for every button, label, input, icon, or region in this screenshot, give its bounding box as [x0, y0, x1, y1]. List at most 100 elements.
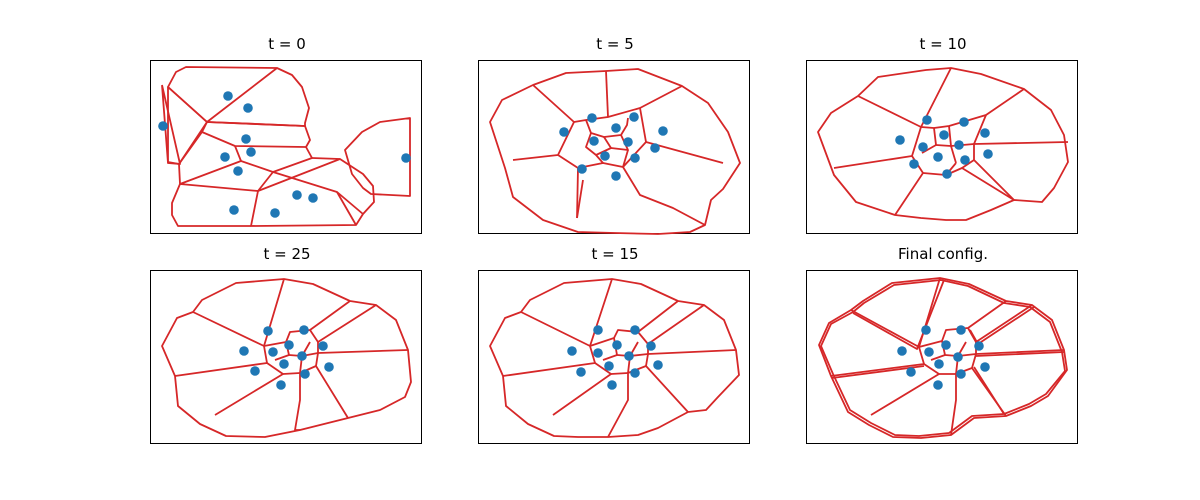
- cell-edge: [610, 372, 629, 375]
- cell-center: [629, 112, 639, 122]
- cell-center: [933, 380, 943, 390]
- cell-edge: [857, 67, 952, 128]
- cell-diagram: [158, 66, 411, 227]
- cell-edge: [576, 179, 584, 219]
- cell-center: [974, 341, 984, 351]
- cell-center: [229, 205, 239, 215]
- cell-center: [942, 169, 952, 179]
- cell-edge: [639, 107, 647, 143]
- cell-center: [276, 380, 286, 390]
- cell-diagram: [818, 277, 1068, 439]
- cell-edge: [201, 121, 311, 148]
- panel-t10: t = 10: [806, 35, 1080, 236]
- cell-edge: [557, 154, 579, 219]
- cell-center: [318, 341, 328, 351]
- cell-center: [918, 142, 928, 152]
- cell-edge: [820, 279, 1066, 437]
- cell-center: [233, 166, 243, 176]
- panel-title: t = 5: [596, 35, 634, 53]
- cell-edge: [818, 277, 1068, 439]
- cell-edge: [240, 146, 313, 173]
- cell-edge: [167, 66, 310, 127]
- cell-center: [653, 360, 663, 370]
- panel-title: Final config.: [897, 245, 988, 263]
- cell-edge: [833, 126, 922, 169]
- cell-edge: [961, 159, 1015, 201]
- cell-edge: [817, 67, 1069, 221]
- cell-edge: [948, 125, 952, 147]
- cell-edge: [489, 68, 741, 235]
- cell-center: [611, 171, 621, 181]
- cell-center: [297, 351, 307, 361]
- cell-edge: [171, 183, 251, 227]
- cell-edge: [585, 117, 629, 138]
- cell-center: [924, 347, 934, 357]
- cell-center: [241, 134, 251, 144]
- cell-edge: [214, 362, 284, 416]
- cell-center: [600, 151, 610, 161]
- cell-center: [223, 91, 233, 101]
- cell-edge: [520, 278, 613, 347]
- cell-center: [953, 352, 963, 362]
- cell-edge: [336, 191, 357, 226]
- panel-t15: t = 15: [478, 245, 752, 446]
- cell-center: [630, 153, 640, 163]
- cell-center: [624, 351, 634, 361]
- cell-center: [593, 348, 603, 358]
- cell-edge: [607, 365, 647, 438]
- cell-edge: [894, 155, 924, 216]
- cell-center: [593, 325, 603, 335]
- cell-center: [922, 115, 932, 125]
- cell-center: [589, 136, 599, 146]
- cell-diagram: [161, 278, 412, 438]
- cell-center: [954, 140, 964, 150]
- cell-center: [577, 164, 587, 174]
- cell-diagram: [817, 67, 1069, 221]
- cell-edge: [605, 70, 609, 118]
- cell-center: [646, 341, 656, 351]
- cell-center: [559, 127, 569, 137]
- cell-edge: [973, 366, 1005, 415]
- cell-edge: [645, 353, 689, 413]
- cell-center: [250, 366, 260, 376]
- cell-center: [604, 361, 614, 371]
- cell-edge: [622, 149, 629, 168]
- cell-center: [268, 347, 278, 357]
- cell-edge: [489, 278, 740, 438]
- plot-frame: [806, 60, 1078, 234]
- cell-center: [630, 368, 640, 378]
- cell-edge: [852, 279, 945, 350]
- cell-center: [292, 190, 302, 200]
- panel-title: t = 25: [263, 245, 311, 263]
- cell-center: [587, 113, 597, 123]
- cell-center: [983, 149, 993, 159]
- cell-center: [956, 369, 966, 379]
- cell-edge: [973, 144, 1015, 201]
- cell-edge: [161, 278, 412, 438]
- cell-edge: [178, 131, 242, 185]
- cell-edge: [257, 158, 341, 192]
- cell-diagram: [489, 278, 740, 438]
- cell-center: [906, 367, 916, 377]
- cell-edge: [317, 342, 409, 354]
- cell-edge: [918, 300, 1007, 348]
- cell-edge: [577, 162, 706, 226]
- cell-edge: [532, 84, 683, 123]
- cell-center: [220, 152, 230, 162]
- cell-edge: [971, 353, 1007, 417]
- panel-t25: t = 25: [150, 245, 424, 446]
- cell-diagram: [489, 68, 741, 235]
- cell-center: [284, 340, 294, 350]
- cell-center: [934, 359, 944, 369]
- cell-center: [623, 137, 633, 147]
- cell-edge: [272, 171, 364, 215]
- cell-center: [658, 126, 668, 136]
- panel-final: Final config.: [806, 245, 1080, 446]
- panel-title: t = 15: [591, 245, 639, 263]
- cell-center: [956, 325, 966, 335]
- cell-edge: [585, 132, 604, 164]
- cell-center: [895, 135, 905, 145]
- cell-center: [246, 147, 256, 157]
- cell-center: [611, 123, 621, 133]
